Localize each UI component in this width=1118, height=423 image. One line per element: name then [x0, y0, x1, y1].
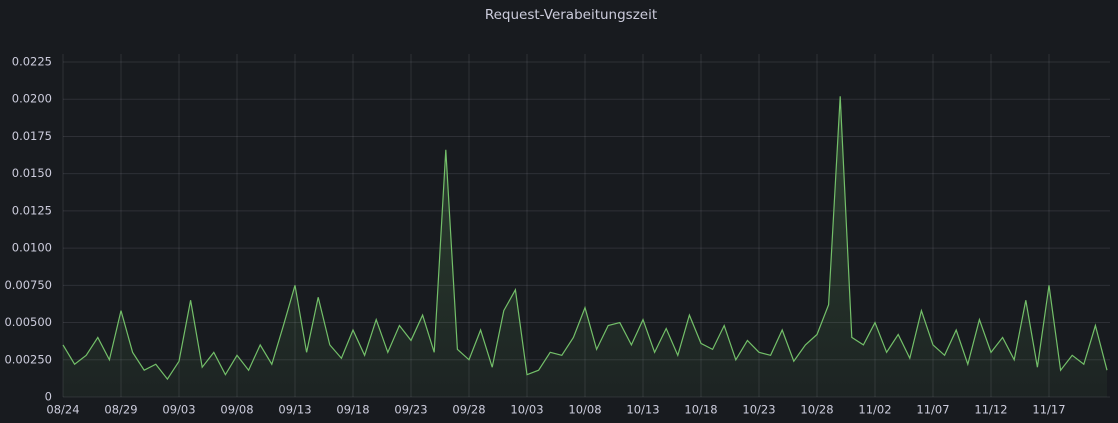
x-tick-label: 09/08: [220, 403, 253, 417]
line: [62, 96, 1108, 381]
y-tick-label: 0.0150: [12, 166, 52, 180]
x-tick-label: 10/23: [742, 403, 775, 417]
x-tick-label: 09/13: [278, 403, 311, 417]
x-tick-label: 10/03: [510, 403, 543, 417]
y-tick-label: 0.0100: [12, 241, 52, 255]
x-tick-label: 10/08: [568, 403, 601, 417]
chart-title: Request-Verabeitungszeit: [485, 7, 657, 23]
x-tick-label: 11/07: [916, 403, 949, 417]
x-tick-label: 10/13: [626, 403, 659, 417]
x-tick-label: 09/23: [394, 403, 427, 417]
y-tick-label: 0.00500: [4, 315, 52, 329]
x-tick-label: 10/18: [684, 403, 717, 417]
x-tick-label: 10/28: [800, 403, 833, 417]
x-tick-label: 09/03: [162, 403, 195, 417]
y-tick-label: 0: [45, 390, 52, 404]
x-tick-label: 11/17: [1032, 403, 1065, 417]
x-tick-label: 11/12: [974, 403, 1007, 417]
x-tick-label: 08/24: [46, 403, 79, 417]
y-tick-label: 0.0125: [12, 203, 52, 217]
x-tick-label: 08/29: [104, 403, 137, 417]
x-tick-label: 11/02: [858, 403, 891, 417]
y-tick-label: 0.0200: [12, 92, 52, 106]
x-tick-label: 09/28: [452, 403, 485, 417]
y-tick-label: 0.00250: [4, 352, 52, 366]
y-tick-label: 0.00750: [4, 278, 52, 292]
x-tick-label: 09/18: [336, 403, 369, 417]
y-tick-label: 0.0175: [12, 129, 52, 143]
y-tick-label: 0.0225: [12, 55, 52, 69]
